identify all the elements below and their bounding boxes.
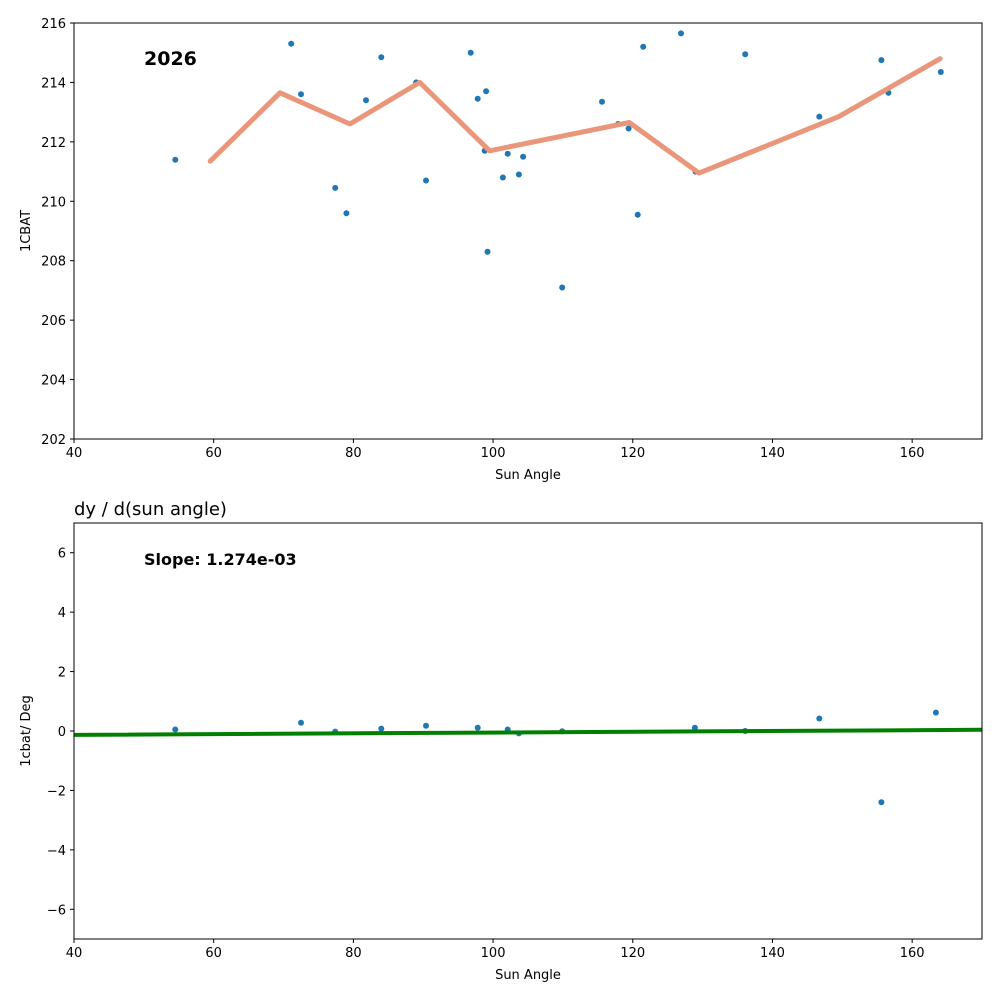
top-plot-frame [73, 22, 983, 440]
data-point [625, 125, 632, 132]
x-tick-label: 160 [900, 446, 925, 461]
y-tick-label: −6 [47, 903, 66, 918]
bottom-plot-x-ticks: 40 60 80 100 120 140 160 [66, 939, 925, 961]
data-point [423, 722, 429, 729]
x-tick-label: 80 [345, 946, 362, 961]
data-point [288, 40, 295, 47]
x-tick-label: 100 [481, 446, 506, 461]
data-point [678, 30, 684, 37]
y-tick-label: 212 [41, 136, 66, 151]
y-tick-label: 206 [41, 314, 66, 329]
x-tick-label: 120 [620, 446, 645, 461]
y-tick-label: 204 [41, 374, 66, 389]
data-point [932, 709, 939, 716]
data-point [878, 799, 885, 806]
data-point [640, 43, 647, 50]
data-point [172, 156, 179, 163]
data-point [499, 174, 506, 181]
bottom-plot-slope-annotation: Slope: 1.274e-03 [144, 550, 297, 569]
data-point [378, 725, 385, 732]
bottom-plot: 40 60 80 100 120 140 160 −6 −4 −2 0 2 4 6 dy / d(sun… [19, 499, 983, 983]
data-point [816, 715, 823, 722]
binned-mean-line [207, 56, 943, 176]
data-point [378, 54, 385, 61]
y-tick-label: 202 [41, 433, 66, 448]
data-point [816, 113, 823, 120]
y-tick-label: −2 [47, 784, 66, 799]
data-point [599, 98, 605, 105]
data-point [484, 248, 491, 255]
top-plot-x-axis-label: Sun Angle [495, 468, 561, 483]
data-point [937, 69, 944, 75]
data-point [467, 49, 474, 56]
data-point [474, 95, 481, 102]
y-tick-label: −4 [47, 844, 66, 859]
data-point [423, 177, 429, 184]
x-tick-label: 140 [760, 946, 785, 961]
x-tick-label: 60 [205, 946, 222, 961]
top-plot-x-ticks: 40 60 80 100 120 140 160 [66, 439, 925, 461]
y-tick-label: 214 [41, 76, 66, 91]
data-point [504, 150, 511, 157]
data-point [559, 284, 566, 291]
data-point [742, 51, 749, 58]
data-point [483, 88, 490, 95]
linear-fit-line [74, 727, 982, 737]
data-point [634, 211, 641, 218]
data-point [363, 97, 369, 104]
data-point [515, 171, 522, 178]
y-tick-label: 216 [41, 17, 66, 32]
y-tick-label: 6 [58, 547, 66, 562]
data-point [172, 726, 179, 733]
data-point [332, 184, 339, 191]
x-tick-label: 140 [760, 446, 785, 461]
x-tick-label: 100 [481, 946, 506, 961]
data-point [343, 210, 350, 217]
data-point [298, 91, 304, 98]
bottom-plot-y-axis-label: 1cbat/ Deg [19, 695, 34, 767]
bottom-plot-title: dy / d(sun angle) [74, 499, 227, 520]
x-tick-label: 40 [66, 946, 83, 961]
bottom-plot-line [74, 727, 982, 737]
top-plot-year-annotation: 2026 [144, 48, 197, 70]
data-point [520, 153, 527, 160]
y-tick-label: 210 [41, 195, 66, 210]
x-tick-label: 120 [620, 946, 645, 961]
top-plot: 40 60 80 100 120 140 160 202 204 206 208 210 212 214… [19, 17, 983, 483]
x-tick-label: 40 [66, 446, 83, 461]
y-tick-label: 208 [41, 255, 66, 270]
y-tick-label: 0 [58, 725, 66, 740]
top-plot-y-ticks: 202 204 206 208 210 212 214 216 [41, 17, 74, 448]
data-point [474, 724, 481, 731]
top-plot-y-axis-label: 1CBAT [19, 210, 34, 252]
y-tick-label: 4 [58, 606, 66, 621]
data-point [878, 57, 885, 64]
data-point [298, 719, 304, 726]
bottom-plot-x-axis-label: Sun Angle [495, 968, 561, 983]
data-point [691, 724, 698, 731]
x-tick-label: 160 [900, 946, 925, 961]
x-tick-label: 80 [345, 446, 362, 461]
top-plot-line [207, 56, 943, 176]
x-tick-label: 60 [205, 446, 222, 461]
y-tick-label: 2 [58, 666, 66, 681]
bottom-plot-y-ticks: −6 −4 −2 0 2 4 6 [47, 547, 74, 918]
